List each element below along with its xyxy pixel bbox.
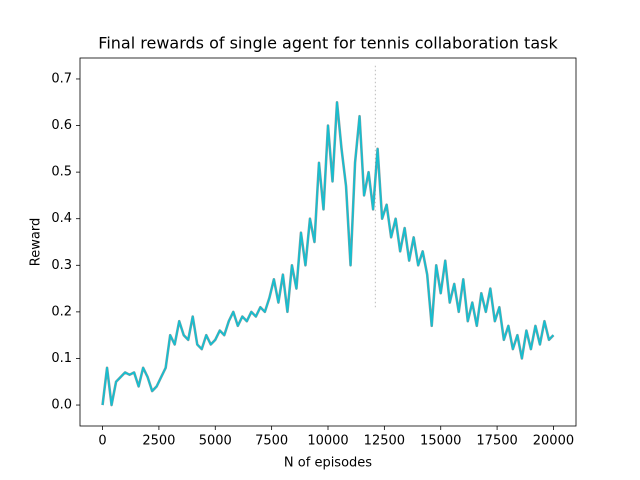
x-tick-label: 7500: [255, 434, 288, 449]
y-tick-label: 0.2: [51, 304, 72, 319]
x-tick-label: 2500: [142, 434, 175, 449]
x-tick-label: 15000: [420, 434, 461, 449]
y-tick-label: 0.4: [51, 211, 72, 226]
chart-title: Final rewards of single agent for tennis…: [98, 34, 558, 53]
x-axis-label: N of episodes: [284, 456, 372, 471]
x-tick-label: 10000: [307, 434, 348, 449]
y-tick-label: 0.1: [51, 351, 72, 366]
y-tick-label: 0.3: [51, 258, 72, 273]
y-tick-label: 0.7: [51, 71, 72, 86]
x-tick-label: 20000: [533, 434, 574, 449]
y-tick-label: 0.0: [51, 398, 72, 413]
x-tick-label: 0: [98, 434, 106, 449]
x-tick-label: 17500: [476, 434, 517, 449]
y-axis-label: Reward: [29, 218, 44, 266]
x-tick-label: 12500: [364, 434, 405, 449]
line-series-shadow: [101, 100, 555, 407]
line-series: [101, 101, 555, 406]
y-tick-label: 0.5: [51, 165, 72, 180]
y-tick-label: 0.6: [51, 118, 72, 133]
x-tick-label: 5000: [199, 434, 232, 449]
plot-frame: [79, 57, 577, 427]
